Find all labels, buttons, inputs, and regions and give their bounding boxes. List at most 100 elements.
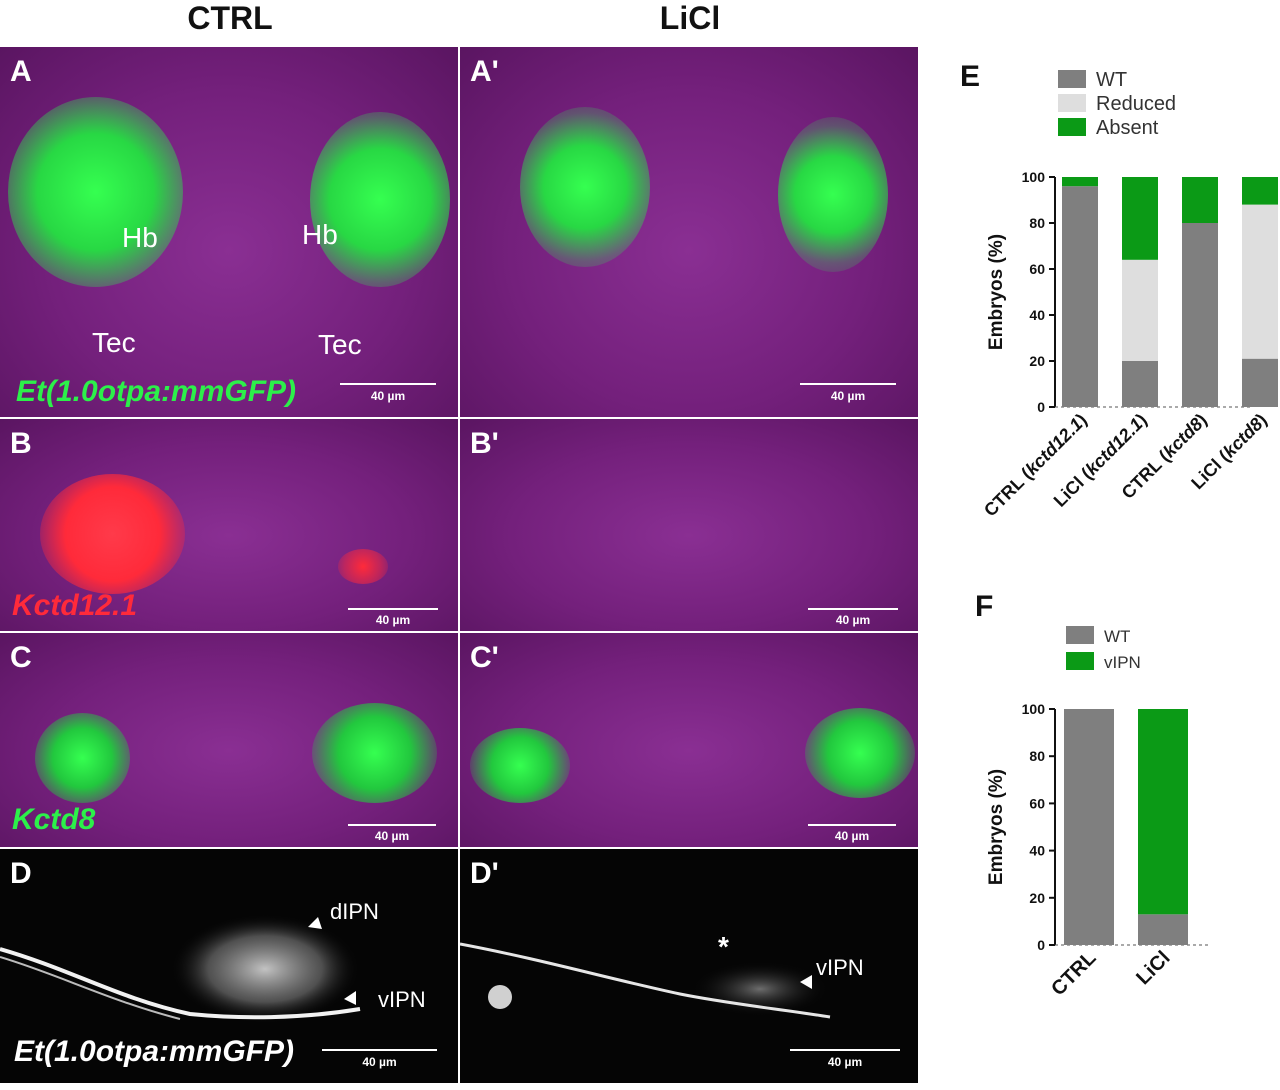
bar-segment bbox=[1138, 914, 1188, 945]
y-tick-label: 0 bbox=[1037, 399, 1045, 415]
y-tick-label: 60 bbox=[1029, 795, 1045, 811]
panel-label-b-prime: B' bbox=[470, 427, 499, 460]
panel-a-prime: A' 40 µm bbox=[460, 47, 918, 417]
legend-label: Absent bbox=[1096, 117, 1159, 139]
panel-b-prime: B' 40 µm bbox=[460, 419, 918, 631]
scalebar-label-c-prime: 40 µm bbox=[834, 829, 870, 843]
panel-label-a-prime: A' bbox=[470, 55, 499, 88]
y-axis-label: Embryos (%) bbox=[986, 234, 1007, 350]
scalebar-d bbox=[322, 1049, 437, 1051]
panel-c-prime: C' 40 µm bbox=[460, 633, 918, 847]
legend-label: Reduced bbox=[1096, 93, 1176, 115]
scalebar-c-prime bbox=[808, 824, 896, 826]
scalebar-label-d-prime: 40 µm bbox=[827, 1055, 863, 1069]
habenula-right-gfp bbox=[310, 112, 450, 287]
y-tick-label: 100 bbox=[1022, 169, 1046, 185]
kctd8-right-signal bbox=[312, 703, 437, 803]
scalebar-label-d: 40 µm bbox=[362, 1055, 397, 1069]
stain-label-c: Kctd8 bbox=[12, 803, 96, 836]
panel-label-d-prime: D' bbox=[470, 857, 499, 890]
stain-label-a: Et(1.0otpa:mmGFP) bbox=[16, 375, 297, 408]
kctd8-right-signal bbox=[805, 708, 915, 798]
legend-swatch bbox=[1058, 94, 1086, 112]
bar-segment bbox=[1182, 223, 1218, 407]
kctd8-left-signal bbox=[35, 713, 130, 803]
label-dipn: dIPN bbox=[330, 899, 379, 924]
habenula-right-gfp bbox=[778, 117, 888, 272]
header-licl: LiCl bbox=[659, 0, 721, 36]
bar-segment bbox=[1122, 259, 1158, 361]
legend-swatch bbox=[1066, 652, 1094, 670]
bar-segment bbox=[1242, 204, 1278, 359]
panel-a: A Hb Hb Tec Tec Et(1.0otpa:mmGFP) 40 µm bbox=[0, 47, 458, 417]
panel-c: C Kctd8 40 µm bbox=[0, 633, 458, 847]
scalebar-b-prime bbox=[808, 608, 898, 610]
bar-segment bbox=[1242, 358, 1278, 407]
y-tick-label: 80 bbox=[1029, 215, 1045, 231]
bar-segment bbox=[1242, 177, 1278, 205]
scalebar-c bbox=[348, 824, 436, 826]
panel-label-a: A bbox=[10, 55, 32, 88]
kctd8-left-signal bbox=[470, 728, 570, 803]
kctd12-left-signal bbox=[40, 474, 185, 594]
panel-label-b: B bbox=[10, 427, 32, 460]
legend-swatch bbox=[1066, 626, 1094, 644]
panel-label-f: F bbox=[975, 590, 994, 623]
panel-d: D dIPN vIPN Et(1.0otpa:mmGFP) 40 µm bbox=[0, 849, 458, 1083]
y-tick-label: 40 bbox=[1029, 307, 1045, 323]
panel-label-d: D bbox=[10, 857, 32, 890]
label-tec-right: Tec bbox=[318, 329, 362, 360]
bar-segment bbox=[1062, 177, 1098, 187]
bar-segment bbox=[1062, 186, 1098, 407]
scalebar-label-b-prime: 40 µm bbox=[835, 613, 871, 627]
scalebar-label-a-prime: 40 µm bbox=[830, 389, 866, 403]
scalebar-d-prime bbox=[790, 1049, 900, 1051]
bar-segment bbox=[1182, 177, 1218, 223]
scalebar-a-prime bbox=[800, 383, 896, 385]
bar-segment bbox=[1064, 709, 1114, 945]
legend-label: vIPN bbox=[1104, 653, 1141, 672]
stain-label-d: Et(1.0otpa:mmGFP) bbox=[14, 1035, 295, 1068]
ipn-fiber-image bbox=[460, 942, 831, 1019]
chart-f: WT vIPN 0 20 40 60 80 100 Embryos (%) CTRL LiCl bbox=[986, 626, 1210, 1000]
legend-label: WT bbox=[1104, 627, 1130, 646]
stain-label-b: Kctd12.1 bbox=[12, 589, 138, 622]
legend-label: WT bbox=[1096, 69, 1127, 91]
y-axis-label: Embryos (%) bbox=[986, 769, 1007, 885]
label-vipn: vIPN bbox=[378, 987, 426, 1012]
scalebar-a bbox=[340, 383, 436, 385]
y-tick-label: 20 bbox=[1029, 890, 1045, 906]
panel-label-c-prime: C' bbox=[470, 641, 499, 674]
y-tick-label: 60 bbox=[1029, 261, 1045, 277]
panel-label-c: C bbox=[10, 641, 32, 674]
y-tick-label: 100 bbox=[1022, 701, 1046, 717]
label-tec-left: Tec bbox=[92, 327, 136, 358]
ipn-fiber-image bbox=[0, 914, 361, 1024]
label-hb-left: Hb bbox=[122, 222, 158, 253]
header-ctrl: CTRL bbox=[187, 0, 273, 36]
y-tick-label: 80 bbox=[1029, 748, 1045, 764]
scalebar-label-b: 40 µm bbox=[375, 613, 411, 627]
label-vipn: vIPN bbox=[816, 955, 864, 980]
kctd12-right-signal bbox=[338, 549, 388, 584]
bar-segment bbox=[1138, 709, 1188, 915]
scalebar-label-a: 40 µm bbox=[370, 389, 406, 403]
habenula-left-gfp bbox=[520, 107, 650, 267]
x-category-label: CTRL bbox=[1047, 947, 1100, 1000]
asterisk-marker: * bbox=[718, 931, 729, 962]
x-category-label: CTRL (kctd12.1) bbox=[980, 410, 1091, 521]
y-tick-label: 20 bbox=[1029, 353, 1045, 369]
panel-d-prime: D' * vIPN 40 µm bbox=[460, 849, 918, 1083]
panel-label-e: E bbox=[960, 60, 981, 93]
legend-swatch bbox=[1058, 70, 1086, 88]
y-tick-label: 40 bbox=[1029, 843, 1045, 859]
scalebar-b bbox=[348, 608, 438, 610]
scalebar-label-c: 40 µm bbox=[374, 829, 410, 843]
y-tick-label: 0 bbox=[1037, 937, 1045, 953]
label-hb-right: Hb bbox=[302, 219, 338, 250]
bar-segment bbox=[1122, 177, 1158, 260]
x-category-label: LiCl bbox=[1132, 947, 1174, 989]
panel-b: B Kctd12.1 40 µm bbox=[0, 419, 458, 631]
legend-swatch bbox=[1058, 118, 1086, 136]
